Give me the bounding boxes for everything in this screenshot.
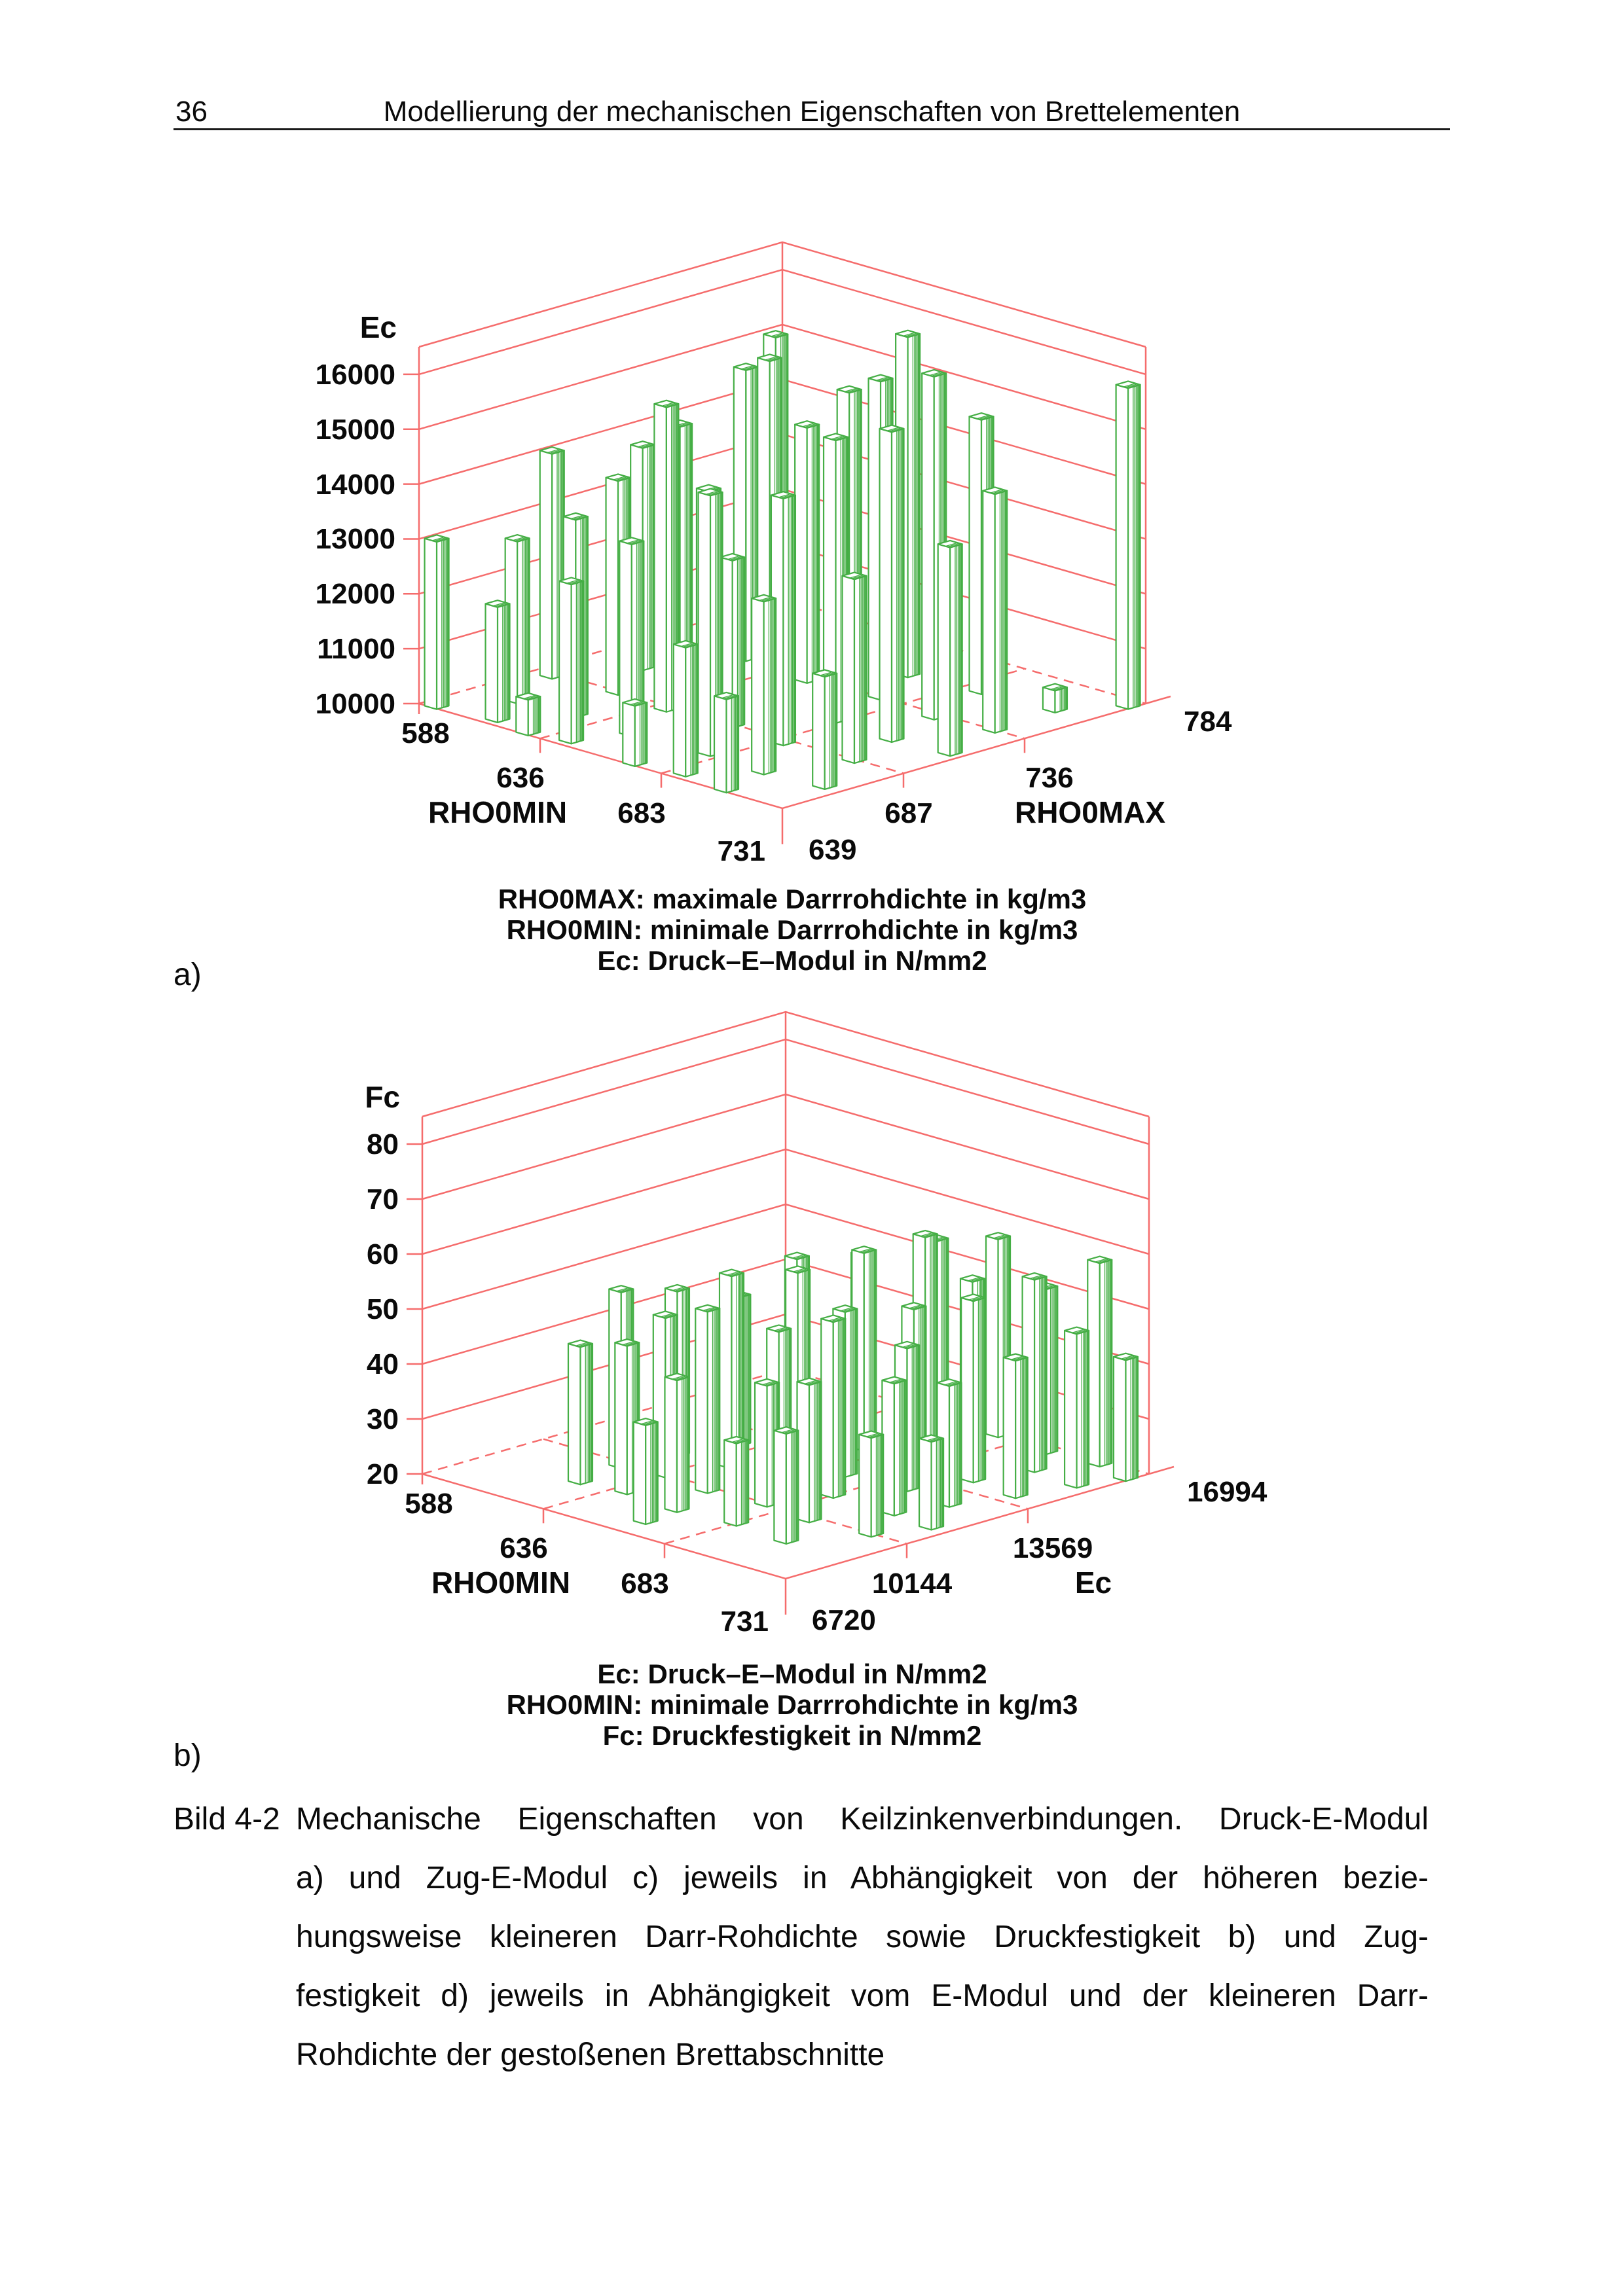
svg-text:13569: 13569 (1013, 1532, 1093, 1564)
svg-text:Ec: Ec (360, 310, 397, 344)
caption-line-1: Mechanische Eigenschaften von Keilzinken… (296, 1802, 1429, 1837)
chart-b-legend-line-1: Ec: Druck–E–Modul in N/mm2 (597, 1659, 987, 1689)
svg-text:Fc: Fc (365, 1080, 400, 1114)
svg-text:11000: 11000 (317, 633, 395, 665)
svg-text:588: 588 (401, 717, 449, 749)
svg-text:60: 60 (367, 1238, 399, 1270)
svg-text:10144: 10144 (872, 1568, 953, 1600)
chart-b-legend-line-2: RHO0MIN: minimale Darrrohdichte in kg/m3 (506, 1689, 1078, 1720)
chart-b-legend-line-3: Fc: Druckfestigkeit in N/mm2 (602, 1720, 982, 1751)
svg-text:636: 636 (496, 762, 544, 794)
svg-text:RHO0MIN: RHO0MIN (431, 1566, 570, 1600)
svg-text:683: 683 (621, 1568, 668, 1600)
chart-a-legend-line-1: RHO0MAX: maximale Darrrohdichte in kg/m3 (498, 884, 1087, 914)
svg-text:13000: 13000 (316, 523, 395, 555)
caption-line-5: Rohdichte der gestoßenen Brettabschnitte (296, 2037, 885, 2072)
svg-text:731: 731 (721, 1605, 769, 1638)
svg-text:16994: 16994 (1187, 1476, 1267, 1508)
svg-text:736: 736 (1025, 762, 1073, 794)
svg-text:784: 784 (1184, 706, 1232, 738)
chart-b-3d-bar-plot: 20 30 40 50 60 70 80 Fc 588 636 683 731 RHO0MIN 6720 1… (365, 1011, 1267, 1638)
figure-caption-label: Bild 4-2 (173, 1802, 280, 1837)
svg-text:RHO0MAX: RHO0MAX (1015, 795, 1165, 829)
svg-text:16000: 16000 (316, 359, 395, 391)
caption-line-4: festigkeit d) jeweils in Abhängigkeit vo… (296, 1979, 1429, 2013)
svg-text:40: 40 (367, 1348, 399, 1380)
header-title: Modellierung der mechanischen Eigenschaf… (383, 96, 1241, 128)
svg-text:15000: 15000 (316, 414, 395, 446)
svg-text:588: 588 (405, 1488, 452, 1520)
caption-line-2: a) und Zug-E-Modul c) jeweils in Abhängi… (296, 1861, 1429, 1895)
svg-text:12000: 12000 (316, 578, 395, 610)
caption-line-3: hungsweise kleineren Darr-Rohdichte sowi… (296, 1920, 1429, 1954)
svg-text:14000: 14000 (316, 469, 395, 501)
svg-text:10000: 10000 (316, 688, 395, 720)
figure-caption-text: Mechanische Eigenschaften von Keilzinken… (296, 1790, 1429, 2085)
svg-text:Ec: Ec (1075, 1566, 1112, 1600)
svg-text:70: 70 (367, 1183, 399, 1215)
header-rule (173, 128, 1450, 130)
chart-a-3d-bar-plot: 10000 11000 12000 13000 14000 15000 16000 Ec 588… (316, 241, 1232, 867)
svg-text:683: 683 (617, 797, 665, 829)
page-number: 36 (175, 96, 208, 128)
svg-text:731: 731 (718, 835, 765, 867)
chart-a-legend-line-2: RHO0MIN: minimale Darrrohdichte in kg/m3 (506, 914, 1078, 945)
panel-b-label: b) (173, 1738, 202, 1773)
svg-text:20: 20 (367, 1458, 399, 1490)
chart-b-legend: Ec: Druck–E–Modul in N/mm2 RHO0MIN: mini… (301, 1659, 1283, 1751)
svg-text:30: 30 (367, 1403, 399, 1435)
svg-text:RHO0MIN: RHO0MIN (428, 795, 567, 829)
svg-text:80: 80 (367, 1128, 399, 1160)
svg-text:687: 687 (884, 797, 932, 829)
svg-text:639: 639 (809, 834, 856, 866)
chart-a-legend: RHO0MAX: maximale Darrrohdichte in kg/m3… (301, 884, 1283, 976)
chart-a-legend-line-3: Ec: Druck–E–Modul in N/mm2 (597, 945, 987, 976)
svg-text:6720: 6720 (812, 1604, 876, 1636)
svg-text:50: 50 (367, 1293, 399, 1325)
panel-a-label: a) (173, 958, 202, 992)
svg-text:636: 636 (500, 1532, 547, 1564)
